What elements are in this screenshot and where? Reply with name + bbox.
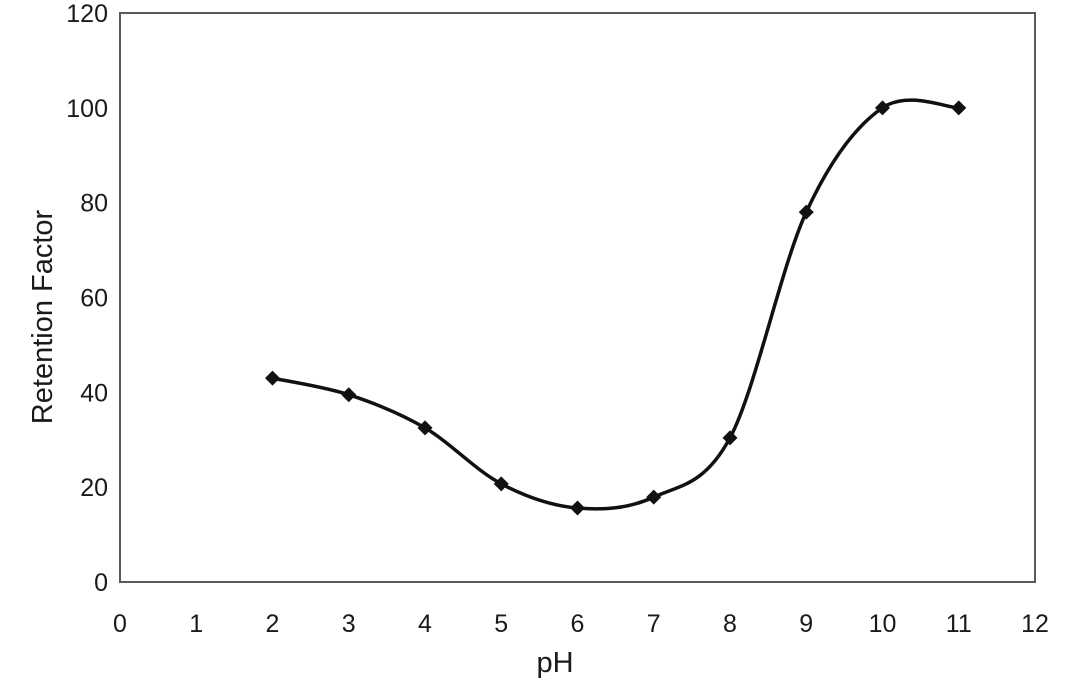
- x-tick-label: 5: [494, 610, 508, 638]
- y-tick-label: 100: [66, 95, 108, 123]
- y-tick-label: 40: [80, 379, 108, 407]
- x-tick-label: 10: [869, 610, 897, 638]
- x-tick-label: 8: [723, 610, 737, 638]
- x-tick-label: 12: [1021, 610, 1049, 638]
- y-tick-label: 0: [94, 569, 108, 597]
- y-axis-title: Retention Factor: [27, 209, 59, 424]
- y-tick-label: 20: [80, 474, 108, 502]
- x-axis-title: pH: [536, 647, 573, 679]
- diamond-marker: [493, 476, 509, 492]
- diamond-marker: [722, 430, 738, 446]
- y-tick-label: 80: [80, 190, 108, 218]
- diamond-marker: [417, 420, 433, 436]
- x-tick-label: 0: [113, 610, 127, 638]
- x-tick-label: 7: [647, 610, 661, 638]
- x-tick-label: 11: [946, 610, 972, 638]
- diamond-marker: [798, 204, 814, 220]
- plot-frame: [119, 12, 1036, 583]
- y-tick-label: 120: [66, 0, 108, 28]
- diamond-marker: [646, 489, 662, 505]
- x-axis-tick-labels: 0 1 2 3 4 5 6 7 8 9 10 11 12: [113, 610, 1049, 638]
- x-tick-label: 3: [342, 610, 356, 638]
- x-tick-label: 1: [189, 610, 203, 638]
- y-axis-tick-labels: 0 20 40 60 80 100 120: [66, 0, 108, 597]
- diamond-marker: [265, 370, 280, 386]
- diamond-marker: [951, 100, 967, 116]
- x-tick-label: 2: [266, 610, 280, 638]
- y-tick-label: 60: [80, 285, 108, 313]
- x-tick-label: 4: [418, 610, 432, 638]
- data-line: [270, 98, 961, 511]
- diamond-marker: [570, 500, 585, 516]
- diamond-marker: [341, 387, 357, 403]
- diamond-marker: [875, 100, 890, 116]
- data-markers: [265, 100, 967, 516]
- x-tick-label: 6: [571, 610, 585, 638]
- x-tick-label: 9: [799, 610, 813, 638]
